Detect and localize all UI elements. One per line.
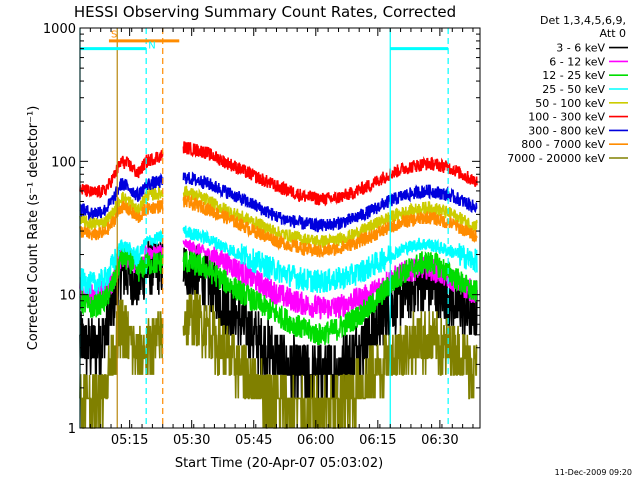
- y-axis-label: Corrected Count Rate (s⁻¹ detector⁻¹): [26, 106, 41, 351]
- legend-title: Det 1,3,4,5,6,9,: [540, 14, 626, 27]
- series-line: [79, 246, 164, 318]
- series-12-25-kev: [79, 246, 478, 346]
- x-tick-label: 06:30: [421, 433, 458, 448]
- series-line: [182, 289, 478, 429]
- legend-label: 25 - 50 keV: [542, 83, 605, 96]
- series-line: [182, 141, 478, 207]
- series-line: [182, 250, 478, 346]
- series-line: [182, 171, 478, 233]
- legend-label: 800 - 7000 keV: [521, 138, 605, 151]
- x-axis-label: Start Time (20-Apr-07 05:03:02): [175, 456, 383, 471]
- y-tick-label: 100: [51, 155, 76, 170]
- legend-label: 7000 - 20000 keV: [507, 152, 605, 165]
- series-line: [79, 229, 164, 295]
- x-tick-label: 06:15: [359, 433, 396, 448]
- flag-label: N: [148, 41, 155, 52]
- series-100-300-kev: [79, 141, 478, 207]
- series-line: [79, 172, 164, 221]
- legend-label: 6 - 12 keV: [549, 55, 605, 68]
- flag-label: S: [111, 29, 117, 40]
- series-line: [79, 299, 164, 429]
- series-800-7000-kev: [79, 194, 478, 259]
- legend-label: 3 - 6 keV: [556, 42, 605, 55]
- plot-area: S N 1 10 100 1000 05:15 05:30 05:45 06:00 06:15 06:…: [43, 22, 481, 448]
- x-tick-label: 05:15: [111, 433, 148, 448]
- series-7000-20000-kev: [79, 289, 478, 429]
- series-line: [182, 225, 478, 294]
- x-tick-label: 05:45: [235, 433, 272, 448]
- x-tick-label: 05:30: [173, 433, 210, 448]
- series-300-800-kev: [79, 171, 478, 233]
- y-tick-label: 10: [59, 289, 76, 304]
- series-line: [182, 194, 478, 259]
- plot-frame: [79, 27, 481, 429]
- x-tick-label: 06:00: [297, 433, 334, 448]
- legend-label: 300 - 800 keV: [528, 124, 605, 137]
- legend-label: 12 - 25 keV: [542, 69, 605, 82]
- series-line: [79, 186, 164, 230]
- y-tick-label: 1000: [43, 22, 76, 37]
- series-line: [79, 149, 164, 199]
- legend-title: Att 0: [600, 27, 626, 40]
- footer-stamp: 11-Dec-2009 09:20: [555, 468, 632, 477]
- y-tick-label: 1: [68, 422, 76, 437]
- series-line: [79, 199, 164, 241]
- chart-title: HESSI Observing Summary Count Rates, Cor…: [74, 3, 456, 21]
- series-25-50-kev: [79, 225, 478, 295]
- legend-label: 50 - 100 keV: [535, 97, 605, 110]
- legend-label: 100 - 300 keV: [528, 111, 605, 124]
